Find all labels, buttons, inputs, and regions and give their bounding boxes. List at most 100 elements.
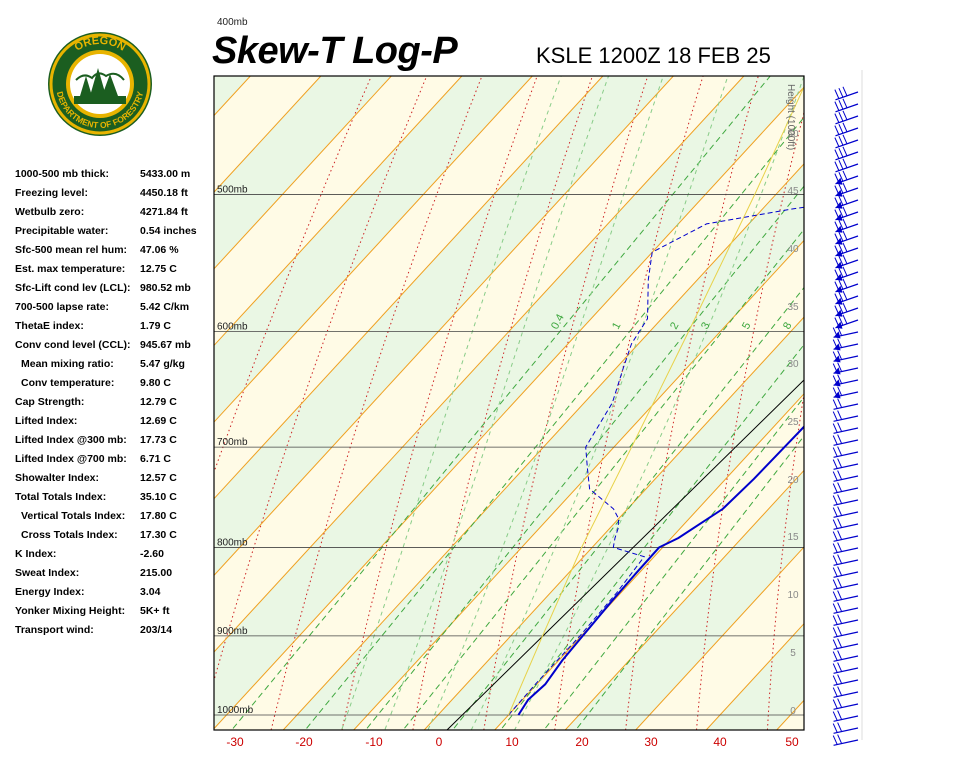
wind-barb [832,506,859,518]
wind-barb [832,626,859,638]
wind-barb [832,398,859,410]
wind-barb [832,554,859,566]
index-label: Sfc-Lift cond lev (LCL): [15,282,131,294]
index-row: ThetaE index: 1.79 C [15,320,215,339]
index-value: 203/14 [140,624,173,636]
moist-adiabat [470,76,729,730]
index-value: 5K+ ft [140,605,170,617]
wind-barb [832,326,859,339]
index-label: Conv cond level (CCL): [15,339,131,351]
mixing-ratio-line [499,343,804,730]
temperature-tick-label: -10 [365,735,383,749]
wind-barb [832,470,859,482]
temperature-tick-label: 10 [505,735,519,749]
temperature-tick-label: -20 [295,735,313,749]
dry-adiabat [909,76,960,730]
height-tick-label: 10 [787,590,799,601]
index-value: -2.60 [140,548,164,560]
wind-barb [832,722,859,734]
wind-barb [834,98,859,113]
index-value: 17.30 C [140,529,177,541]
index-label: 1000-500 mb thick: [15,168,109,180]
mixing-ratio-line [304,116,804,730]
wind-barb [834,278,859,293]
index-row: Mean mixing ratio: 5.47 g/kg [15,358,215,377]
index-row: Showalter Index: 12.57 C [15,472,215,491]
index-label: K Index: [15,548,57,560]
index-label: Cap Strength: [15,396,85,408]
logo-top-text: OREGON [73,35,128,54]
dry-adiabat [412,76,593,730]
height-tick-label: 30 [787,359,799,370]
dry-adiabat [270,76,483,730]
index-value: 9.80 C [140,377,171,389]
wind-barb [832,638,859,650]
index-label: 700-500 lapse rate: [15,301,109,313]
index-label: Est. max temperature: [15,263,126,275]
index-row: Lifted Index @300 mb: 17.73 C [15,434,215,453]
temperature-tick-label: 0 [436,735,443,749]
pressure-label: 1000mb [217,705,254,716]
index-value: 3.04 [140,586,161,598]
wind-barb [834,266,859,281]
plot-frame [213,75,805,731]
index-value: 12.69 C [140,415,177,427]
dewpoint-profile [508,206,804,716]
index-label: Sweat Index: [15,567,80,579]
pressure-label: 900mb [217,626,248,637]
temperature-tick-label: -30 [226,735,244,749]
wind-barb [834,146,859,161]
isotherm-band [0,76,180,730]
wind-barb [832,650,859,662]
height-tick-label: 5 [790,648,796,659]
index-row: Cross Totals Index: 17.30 C [15,529,215,548]
isotherm-line [214,76,251,117]
index-label: Vertical Totals Index: [21,510,126,522]
index-label: Freezing level: [15,187,88,199]
index-label: ThetaE index: [15,320,84,332]
wind-barb [832,446,859,458]
index-row: Sweat Index: 215.00 [15,567,215,586]
index-value: 4271.84 ft [140,206,188,218]
index-value: 12.75 C [140,263,177,275]
index-value: 945.67 mb [140,339,191,351]
index-row: Cap Strength: 12.79 C [15,396,215,415]
wind-barb [834,182,859,197]
wind-barb [832,410,859,422]
isotherm-band [214,76,804,729]
wind-barb [832,434,859,446]
isotherm-line [847,76,960,730]
index-value: 0.54 inches [140,225,197,237]
wind-barb [834,230,859,245]
index-value: 12.57 C [140,472,177,484]
height-tick-label: 35 [787,302,799,313]
wind-barb [832,362,859,375]
index-value: 4450.18 ft [140,187,188,199]
wind-barb [834,218,859,233]
temperature-tick-label: 20 [575,735,589,749]
index-label: Cross Totals Index: [21,529,118,541]
index-value: 1.79 C [140,320,171,332]
wind-barb [834,206,859,221]
index-value: 17.73 C [140,434,177,446]
wind-barb [834,314,859,329]
pressure-label: 800mb [217,537,248,548]
wind-barb [832,674,859,686]
height-tick-label: 15 [787,532,799,543]
isotherm-line [423,316,804,730]
index-label: Lifted Index @700 mb: [15,453,127,465]
pressure-label: 500mb [217,184,248,195]
index-value: 17.80 C [140,510,177,522]
mixing-ratio-line [543,396,804,730]
index-row: Transport wind: 203/14 [15,624,215,643]
moist-adiabat [341,76,562,730]
mixing-ratio-label: 5 [740,320,753,331]
isotherm-line [214,76,604,500]
isotherm-line [564,469,804,730]
wind-barb [832,662,859,674]
height-tick-label: 20 [787,475,799,486]
isotherm-line [0,76,109,730]
pressure-label: 400mb [217,17,248,28]
isotherm-line [0,76,39,730]
wind-barb [832,698,859,710]
